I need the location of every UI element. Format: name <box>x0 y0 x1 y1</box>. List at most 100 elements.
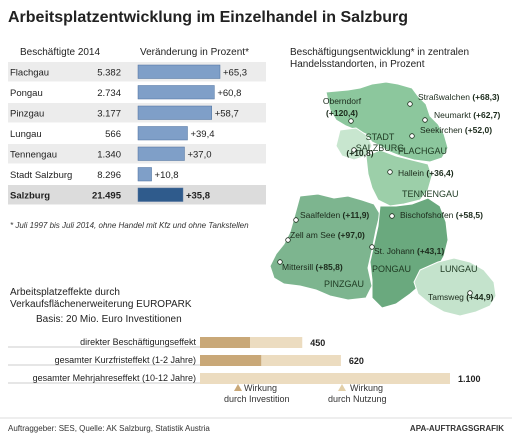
table-region-label: Pongau <box>10 88 43 99</box>
employees-header: Beschäftigte 2014 <box>20 47 100 58</box>
map-place-dot <box>277 259 283 265</box>
effects-chart: direkter Beschäftigungseffekt 450 gesamter… <box>8 337 481 384</box>
effects-title-line1: Arbeitsplatzeffekte durch <box>10 287 120 298</box>
map-place-dot <box>369 244 375 250</box>
map-place-label: Bischofshofen (+58,5) <box>400 210 483 220</box>
map-place-dot <box>285 237 291 243</box>
table-employees-value: 3.177 <box>97 109 121 120</box>
map-label-lungau: LUNGAU <box>440 264 478 274</box>
map-place-label: Mittersill (+85,8) <box>282 262 343 272</box>
map-place-label: Hallein (+36,4) <box>398 168 454 178</box>
map-place-dot <box>467 290 473 296</box>
map-title-line2: Handelsstandorten, in Prozent <box>290 59 425 70</box>
table-region-label: Pinzgau <box>10 109 44 120</box>
map-place-name: Seekirchen <box>420 125 465 135</box>
map-place-label: Saalfelden (+11,9) <box>300 210 369 220</box>
map-region-lungau <box>413 257 497 317</box>
effect-total-label: 1.100 <box>458 374 481 384</box>
change-value-label: +65,3 <box>223 68 247 79</box>
map-place-name: Zell am See <box>290 230 338 240</box>
effect-usage-bar <box>200 373 450 384</box>
map-place-value: (+85,8) <box>316 262 343 272</box>
change-bar <box>137 105 212 120</box>
map-place-value: (+62,7) <box>473 110 500 120</box>
map-label-flachgau: FLACHGAU <box>398 146 447 156</box>
map-place-label: Tamsweg (+44,9) <box>428 292 494 302</box>
legend-investment-line2: durch Investition <box>224 394 290 404</box>
table-employees-value: 5.382 <box>97 68 121 79</box>
legend-usage-line2: durch Nutzung <box>328 394 387 404</box>
effect-total-label: 620 <box>349 356 364 366</box>
map-title-line1: Beschäftigungsentwicklung* in zentralen <box>290 47 469 58</box>
map-label-stadt-line1: STADT <box>366 132 395 142</box>
page-title: Arbeitsplatzentwicklung im Einzelhandel … <box>8 9 408 26</box>
map-place-label: Zell am See (+97,0) <box>290 230 365 240</box>
map-place-name: Straßwalchen <box>418 92 472 102</box>
table-employees-value: 21.495 <box>92 191 122 202</box>
table-row-bg <box>8 144 266 164</box>
effect-investment-bar <box>200 337 250 348</box>
map-place-name: Mittersill <box>282 262 316 272</box>
effect-investment-bar <box>200 355 262 366</box>
map-region-tennengau <box>365 149 433 207</box>
change-bar <box>137 187 184 202</box>
table-employees-value: 1.340 <box>97 150 121 161</box>
map-place-name: Neumarkt <box>434 110 473 120</box>
table-region-label: Lungau <box>10 129 42 140</box>
map-label-pongau: PONGAU <box>372 264 411 274</box>
map-place-dot <box>422 117 428 123</box>
map-place-value: (+10,8) <box>346 148 373 158</box>
map-place-label: Straßwalchen (+68,3) <box>418 92 500 102</box>
change-value-label: +10,8 <box>155 170 179 181</box>
map-label-stadt-line2: SALZBURG <box>356 143 405 153</box>
map-place-name: Saalfelden <box>300 210 343 220</box>
change-value-label: +39,4 <box>190 129 214 140</box>
map-place-value: (+58,5) <box>456 210 483 220</box>
change-bar <box>137 64 221 79</box>
table-row-bg <box>8 185 266 205</box>
change-value-label: +37,0 <box>187 150 211 161</box>
map-place-dot <box>389 213 395 219</box>
map-label-pinzgau: PINZGAU <box>324 279 364 289</box>
effects-legend: Wirkung durch Investition Wirkung durch … <box>224 383 387 404</box>
effect-total-label: 450 <box>310 338 325 348</box>
legend-usage-line1: Wirkung <box>350 383 383 393</box>
salzburg-map: STADT SALZBURG FLACHGAU TENNENGAU PONGAU… <box>269 81 501 317</box>
map-place-value: (+68,3) <box>472 92 499 102</box>
map-place-value: (+36,4) <box>426 168 453 178</box>
map-place-name: Tamsweg <box>428 292 466 302</box>
change-bar <box>137 126 188 141</box>
effects-title-line2: Verkaufsflächenerweiterung EUROPARK <box>10 299 192 310</box>
footer-credit: APA-AUFTRAGSGRAFIK <box>410 424 504 433</box>
change-value-label: +58,7 <box>215 109 239 120</box>
map-place-dot <box>293 217 299 223</box>
footer-source: Auftraggeber: SES, Quelle: AK Salzburg, … <box>8 424 210 433</box>
legend-investment-icon <box>234 384 242 391</box>
table-region-label: Stadt Salzburg <box>10 170 72 181</box>
table-employees-value: 566 <box>105 129 121 140</box>
map-place-dot <box>409 133 415 139</box>
employment-table: Flachgau 5.382 +65,3 Pongau 2.734 +60,8 Pinzga… <box>8 62 266 205</box>
effects-row-label: direkter Beschäftigungseffekt <box>80 337 196 347</box>
effects-row-label: gesamter Kurzfristeffekt (1-2 Jahre) <box>55 355 196 365</box>
table-region-label: Tennengau <box>10 150 57 161</box>
map-place-value: (+120,4) <box>326 108 358 118</box>
map-places: Oberndorf (+120,4) Straßwalchen (+68,3) Neu… <box>277 92 501 302</box>
map-place-value: (+52,0) <box>465 125 492 135</box>
map-place-name: Bischofshofen <box>400 210 456 220</box>
map-place-name: Hallein <box>398 168 426 178</box>
map-place-dot <box>407 101 413 107</box>
map-place-value: (+43,1) <box>417 246 444 256</box>
map-place-label: Seekirchen (+52,0) <box>420 125 492 135</box>
change-bar <box>137 167 152 182</box>
map-place-dot <box>387 169 393 175</box>
effect-usage-bar <box>250 337 303 348</box>
change-header: Veränderung in Prozent* <box>140 47 249 58</box>
legend-usage-icon <box>338 384 346 391</box>
effects-row-label: gesamter Mehrjahreseffekt (10-12 Jahre) <box>33 373 196 383</box>
map-place-value: (+44,9) <box>466 292 493 302</box>
table-employees-value: 2.734 <box>97 88 121 99</box>
change-value-label: +35,8 <box>186 191 210 202</box>
table-footnote: * Juli 1997 bis Juli 2014, ohne Handel m… <box>10 221 249 230</box>
map-place-value: (+11,9) <box>343 210 370 220</box>
